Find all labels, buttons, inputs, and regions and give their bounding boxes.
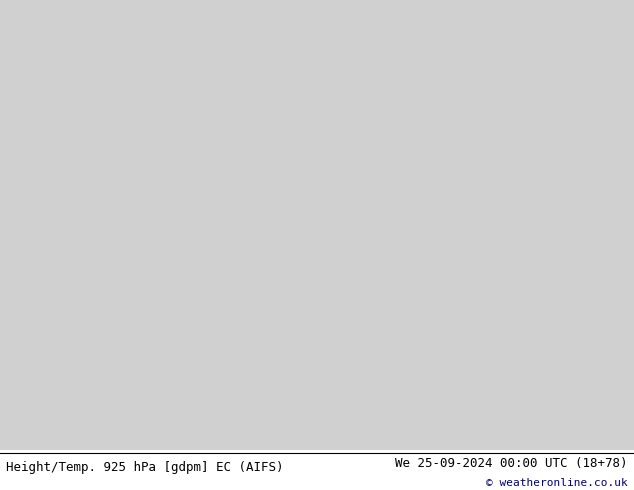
Text: Height/Temp. 925 hPa [gdpm] EC (AIFS): Height/Temp. 925 hPa [gdpm] EC (AIFS): [6, 462, 284, 474]
Text: We 25-09-2024 00:00 UTC (18+78): We 25-09-2024 00:00 UTC (18+78): [395, 457, 628, 470]
Text: © weatheronline.co.uk: © weatheronline.co.uk: [486, 478, 628, 488]
